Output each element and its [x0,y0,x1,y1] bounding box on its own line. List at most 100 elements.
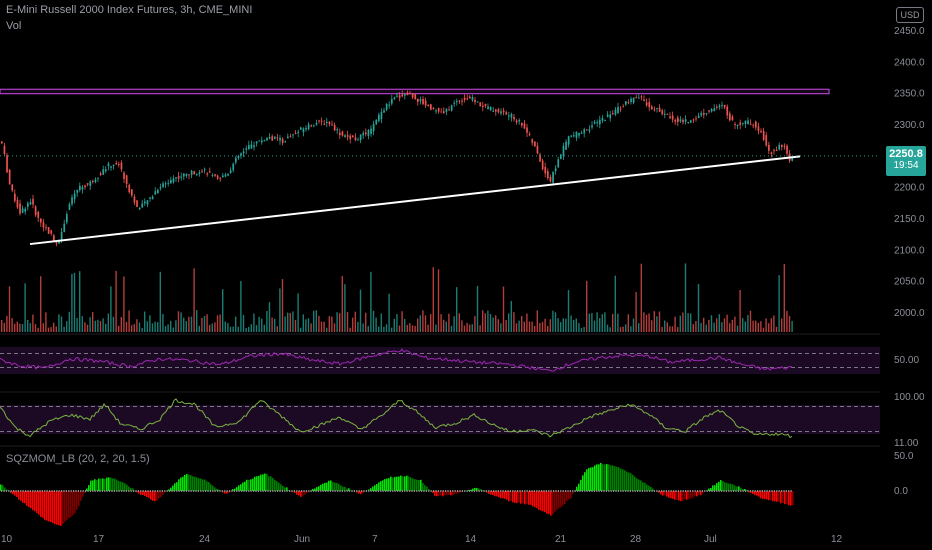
candle-body [315,122,318,125]
volume-bar [729,323,731,332]
stoch-tick-upper: 100.00 [894,392,925,403]
squeeze-dot [749,490,751,492]
momentum-bar [376,484,378,491]
candle-body [8,169,11,185]
squeeze-dot [183,490,185,492]
momentum-bar [624,470,626,491]
squeeze-dot [586,490,588,492]
squeeze-dot [346,490,348,492]
squeeze-dot [320,490,322,492]
volume-bar [645,314,648,332]
volume-bar [591,313,593,332]
squeeze-dot [248,490,250,492]
volume-bar [505,320,507,332]
momentum-bar [120,481,122,491]
volume-bar [333,323,336,332]
volume-bar [144,311,146,332]
momentum-bar [34,491,36,512]
candle-body [261,140,263,143]
squeeze-dot [423,490,425,492]
candle-body [201,171,203,173]
volume-bar [723,318,726,332]
momentum-bar [28,491,30,508]
candle-body [539,154,541,162]
momentum-bar [526,491,528,504]
momentum-bar [778,491,780,502]
volume-bar [523,321,525,332]
candle-body [268,137,271,139]
candle-body [248,145,250,149]
candle-body [687,122,690,124]
price-tick-2000: 2000.0 [894,308,925,319]
squeeze-dot [555,490,557,492]
volume-bar [14,323,16,332]
candle-body [609,114,612,119]
volume-bar [175,320,177,332]
candle-body [510,114,513,118]
momentum-bar [760,491,762,499]
squeeze-dot [435,490,437,492]
momentum-bar [686,491,688,500]
volume-bar [138,322,141,332]
volume-bar [240,280,242,332]
volume-bar [747,315,749,332]
momentum-bar [640,480,642,491]
momentum-bar [544,491,546,513]
momentum-pane [0,462,794,526]
momentum-bar [90,480,92,491]
volume-bar [575,318,577,332]
momentum-bar [482,490,484,491]
volume-bar [755,320,757,332]
candle-body [45,227,47,229]
momentum-bar [592,467,594,491]
squeeze-dot [596,490,598,492]
momentum-bar [638,479,640,491]
candle-body [266,137,268,141]
squeeze-dot [401,490,403,492]
momentum-bar [662,491,664,496]
volume-bar [765,318,767,332]
squeeze-dot [445,490,447,492]
momentum-bar [276,481,278,491]
volume-bar [461,320,463,332]
momentum-bar [534,491,536,508]
volume-bar [209,324,211,332]
volume-bar [211,323,213,332]
momentum-bar [220,490,222,492]
candle-body [492,110,495,112]
volume-bar [154,321,156,332]
volume-bar [518,320,520,332]
squeeze-dot [73,490,75,492]
momentum-bar [74,491,76,514]
momentum-bar [216,488,218,491]
candle-body [674,119,677,122]
squeeze-dot [49,490,51,492]
squeeze-dot [759,490,761,492]
squeeze-dot [572,490,574,492]
volume-bar [690,313,692,332]
volume-bar [128,310,130,332]
volume-bar [435,324,437,332]
squeeze-dot [665,490,667,492]
candle-body [593,121,596,124]
momentum-bar [210,484,212,491]
momentum-bar [12,491,14,495]
squeeze-dot [514,490,516,492]
volume-bar [404,318,406,332]
currency-button[interactable]: USD [896,7,924,23]
momentum-bar [314,488,316,491]
candle-body [297,131,300,133]
squeeze-dot [675,490,677,492]
volume-bar [97,319,99,332]
squeeze-dot [745,490,747,492]
squeeze-dot [639,490,641,492]
volume-bar [391,327,393,332]
time-tick-Jul: Jul [704,534,717,545]
candle-body [791,157,794,161]
squeeze-dot [447,490,449,492]
momentum-bar [412,478,414,491]
squeeze-dot [591,490,593,492]
candle-body [102,169,105,175]
volume-bar [42,323,44,332]
candle-body [344,135,346,138]
